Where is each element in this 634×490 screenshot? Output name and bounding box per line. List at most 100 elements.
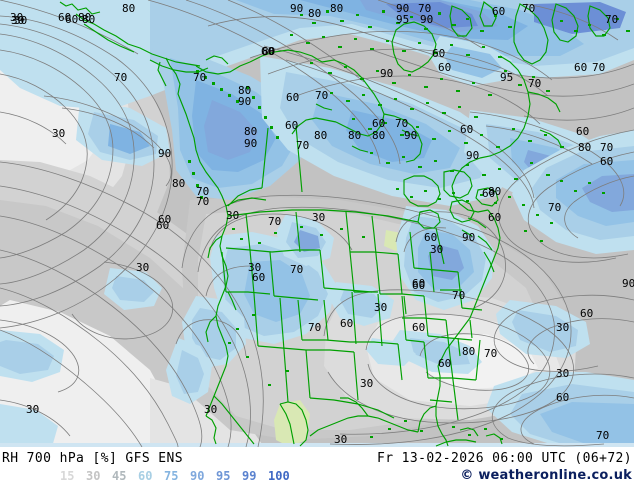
contour-label: 70 <box>308 321 322 334</box>
contour-label: 30 <box>52 127 66 140</box>
scale-tick-90: 90 <box>190 469 205 483</box>
scale-tick-30: 30 <box>86 469 101 483</box>
contour-label: 30 <box>10 11 24 24</box>
contour-label: 80 <box>244 125 258 138</box>
contour-label: 95 <box>396 13 410 26</box>
contour-label: 60 <box>574 61 588 74</box>
canada-moist-stripes <box>260 56 514 206</box>
model-run-timestamp: Fr 13-02-2026 06:00 UTC (06+72) <box>376 451 632 466</box>
contour-label: 60 <box>412 279 426 292</box>
contour-label: 90 <box>462 231 476 244</box>
map-footer: RH 700 hPa [%] GFS ENS Fr 13-02-2026 06:… <box>0 447 634 490</box>
contour-label: 60 <box>580 307 594 320</box>
coastlines-and-borders <box>59 1 611 447</box>
contour-label: 70 <box>114 71 128 84</box>
contour-label: 70 <box>196 195 210 208</box>
southwest-pacific-pockets <box>0 268 310 447</box>
bottom-ocean-strip <box>0 443 634 447</box>
contour-label: 70 <box>290 263 304 276</box>
scale-tick-45: 45 <box>112 469 127 483</box>
contour-label: 70 <box>296 139 310 152</box>
map-canvas <box>0 0 634 447</box>
contour-label: 30 <box>204 403 218 416</box>
contour-label: 80 <box>122 2 136 15</box>
relative-humidity-scale: 15 30 45 60 75 90 95 99 100 <box>60 469 302 483</box>
contour-label: 90 <box>290 2 304 15</box>
canada-lake-speckle <box>188 10 630 440</box>
scale-tick-100: 100 <box>268 469 290 483</box>
contour-label: 30 <box>312 211 326 224</box>
contour-label: 80 <box>78 11 92 24</box>
contour-label: 70 <box>592 61 606 74</box>
contour-label: 30 <box>248 261 262 274</box>
contour-label: 70 <box>548 201 562 214</box>
contour-label: 60 <box>372 117 386 130</box>
contour-label: 30 <box>430 243 444 256</box>
contour-label: 80 <box>82 13 96 26</box>
contour-label: 70 <box>193 71 207 84</box>
contour-label: 90 <box>622 277 634 290</box>
scale-tick-99: 99 <box>242 469 257 483</box>
copyright-notice: © weatheronline.co.uk <box>460 468 632 483</box>
contour-label: 30 <box>136 261 150 274</box>
contour-label: 70 <box>522 2 536 15</box>
contour-label: 60 <box>286 91 300 104</box>
scale-tick-15: 15 <box>60 469 75 483</box>
contour-label: 60 <box>460 123 474 136</box>
contour-label: 70 <box>395 117 409 130</box>
contour-label: 60 <box>488 211 502 224</box>
contour-label: 30 <box>26 403 40 416</box>
contour-label: 80 <box>488 185 502 198</box>
contour-label: 70 <box>268 215 282 228</box>
contour-label: 80 <box>314 129 328 142</box>
contour-label: 70 <box>484 347 498 360</box>
contour-label: 60 <box>158 213 172 226</box>
contour-label: 80 <box>262 45 276 58</box>
contour-label: 90 <box>396 2 410 15</box>
contour-label: 60 <box>65 13 79 26</box>
contour-label: 70 <box>528 77 542 90</box>
contour-label: 90 <box>238 95 252 108</box>
scale-tick-95: 95 <box>216 469 231 483</box>
contour-label: 90 <box>158 147 172 160</box>
scale-tick-60: 60 <box>138 469 153 483</box>
contour-label: 60 <box>432 47 446 60</box>
contour-label: 30 <box>374 301 388 314</box>
contour-label: 30 <box>360 377 374 390</box>
contour-label: 60 <box>600 155 614 168</box>
contour-label: 60 <box>556 391 570 404</box>
contour-label: 70 <box>418 2 432 15</box>
contour-label: 60 <box>261 45 275 58</box>
contour-label: 60 <box>285 119 299 132</box>
contour-label: 70 <box>452 289 466 302</box>
contour-label: 60 <box>58 11 72 24</box>
contour-lines <box>0 0 634 447</box>
contour-label: 90 <box>244 137 258 150</box>
contour-label: 80 <box>172 177 186 190</box>
contour-label: 90 <box>404 129 418 142</box>
contour-label: 80 <box>330 2 344 15</box>
contour-label: 95 <box>500 71 514 84</box>
relative-humidity-contour-map[interactable]: 30 60 80 80 90 80 80 90 95 70 90 60 70 70 30 60 80 60 80 30… <box>0 0 634 447</box>
contour-label: 60 <box>156 219 170 232</box>
contour-label: 60 <box>482 187 496 200</box>
contour-label: 80 <box>462 345 476 358</box>
contour-label: 30 <box>226 209 240 222</box>
contour-label: 60 <box>252 271 266 284</box>
contour-label: 80 <box>348 129 362 142</box>
contour-label: 60 <box>340 317 354 330</box>
contour-label: 60 <box>438 61 452 74</box>
contour-label: 70 <box>596 429 610 442</box>
contour-label: 30 <box>334 433 348 446</box>
contour-label: 30 <box>11 14 25 27</box>
contour-label: 30 <box>556 321 570 334</box>
contour-label: 70 <box>600 141 614 154</box>
contour-label: 60 <box>438 357 452 370</box>
contour-label: 90 <box>380 67 394 80</box>
contour-label: 70 <box>196 185 210 198</box>
contour-label: 60 <box>412 321 426 334</box>
contour-label: 30 <box>14 14 28 27</box>
canada-blue-pockets <box>76 36 512 166</box>
contour-label: 60 <box>576 125 590 138</box>
